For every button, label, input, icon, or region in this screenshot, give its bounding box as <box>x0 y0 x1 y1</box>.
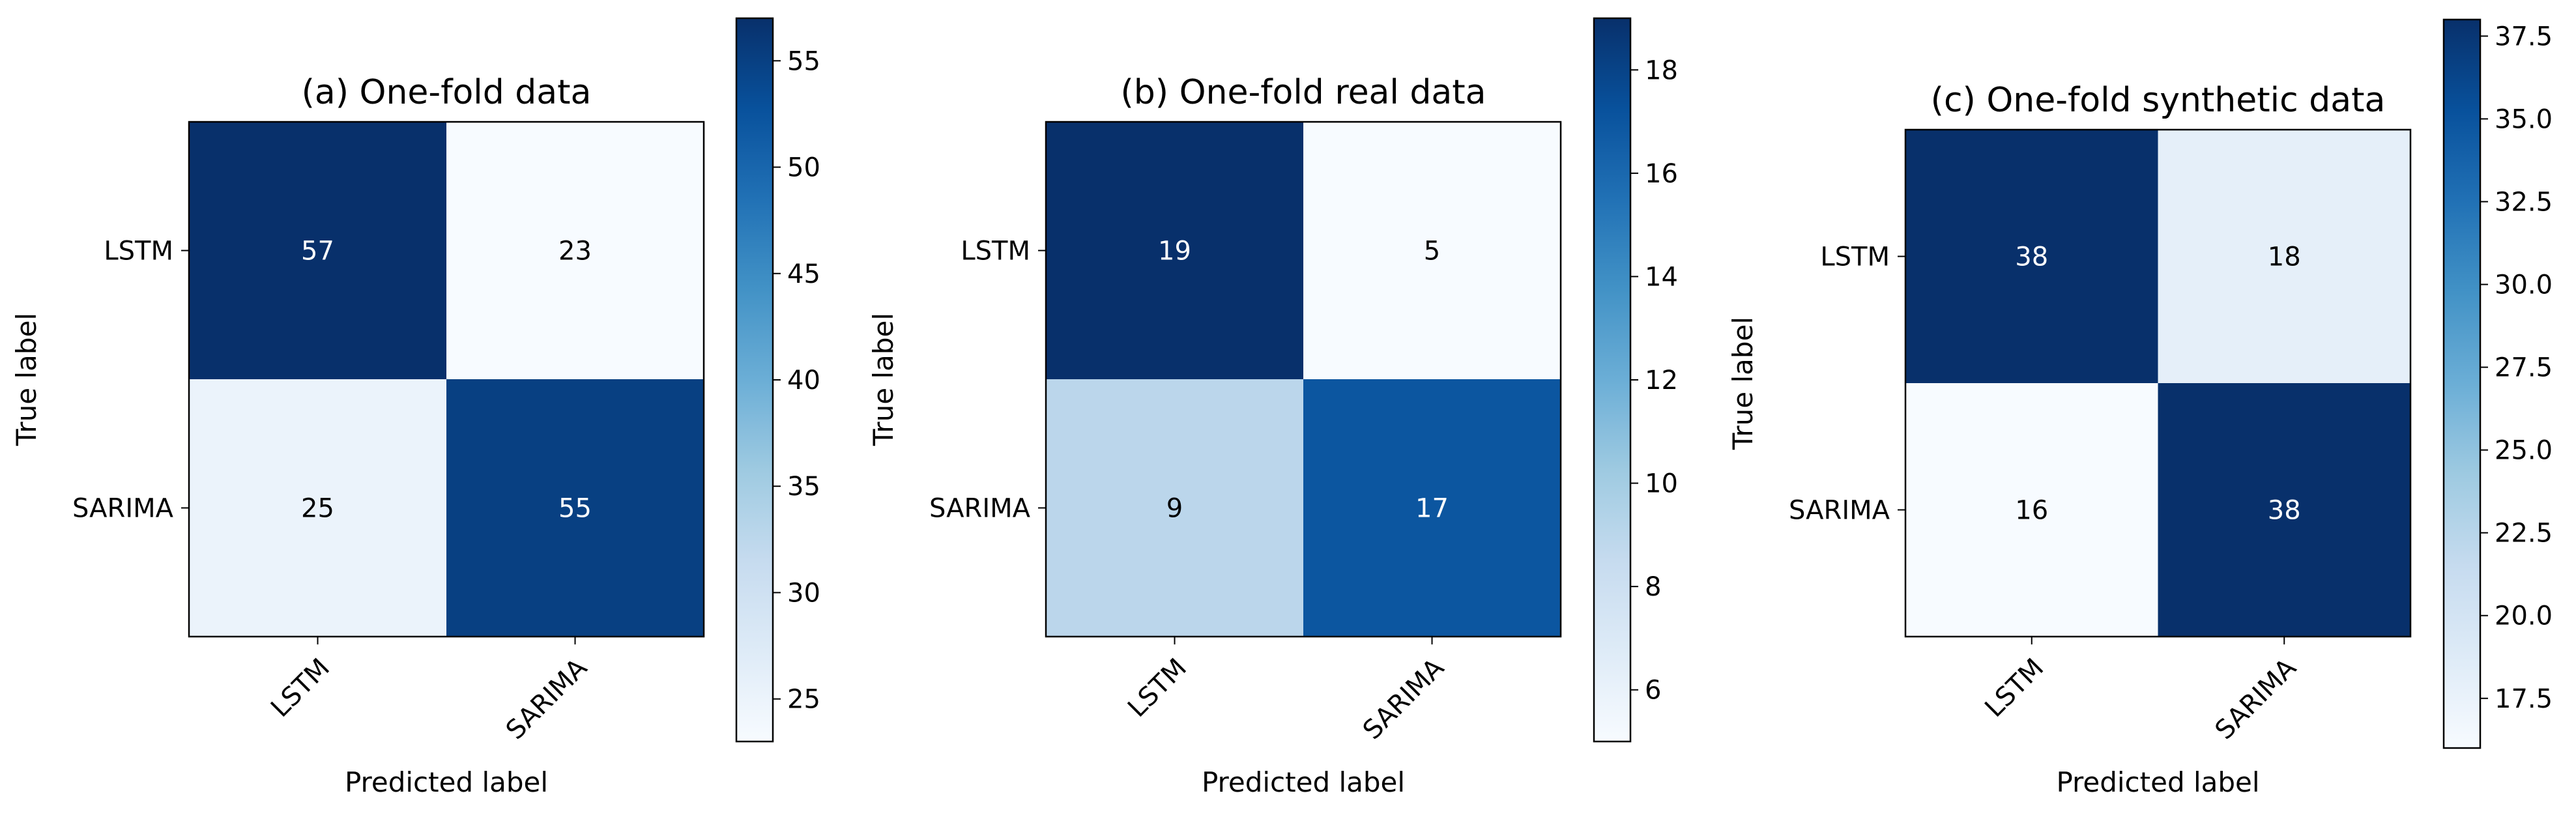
colorbar-tick-label: 45 <box>787 259 820 289</box>
matrix-cell <box>1303 122 1561 380</box>
colorbar-tick-label: 27.5 <box>2495 353 2553 383</box>
colorbar-tick-label: 35 <box>787 472 820 502</box>
axes-frame <box>1045 121 1562 638</box>
cell-value-label: 38 <box>2015 242 2048 272</box>
colorbar-tick-label: 17.5 <box>2495 684 2553 714</box>
x-axis-label: Predicted label <box>345 766 548 798</box>
colorbar-tick-label: 40 <box>787 366 820 396</box>
cell-value-label: 16 <box>2015 496 2048 526</box>
x-tick-label: LSTM <box>1122 653 1193 723</box>
cell-value-label: 19 <box>1158 237 1191 266</box>
matrix-cell <box>189 379 447 637</box>
colorbar-tick-label: 22.5 <box>2495 519 2553 549</box>
colorbar-tick-label: 37.5 <box>2495 22 2553 51</box>
colorbar-tick-label: 30.0 <box>2495 270 2553 300</box>
cell-value-label: 25 <box>301 494 334 524</box>
colorbar-tick-label: 20.0 <box>2495 601 2553 631</box>
chart-title: (a) One-fold data <box>302 73 592 112</box>
x-axis-label: Predicted label <box>2056 766 2259 798</box>
colorbar-tick-label: 6 <box>1645 676 1661 706</box>
confusion-matrix-panel: 38 18 16 38 (c) One-fold synthetic data LSTM S… <box>1727 18 2553 798</box>
y-tick-label: LSTM <box>961 237 1030 266</box>
colorbar-tick-label: 25 <box>787 685 820 715</box>
matrix-cell <box>446 379 704 637</box>
y-tick-label: SARIMA <box>1789 496 1890 526</box>
x-tick-label: SARIMA <box>2210 652 2303 745</box>
matrix-cell <box>1046 122 1304 380</box>
y-tick-label: SARIMA <box>72 494 174 524</box>
colorbar-tick-label: 35.0 <box>2495 104 2553 134</box>
confusion-matrix-panel: 57 23 25 55 (a) One-fold data LSTM SARIMA LSTM S… <box>10 17 820 798</box>
matrix-cell <box>2158 130 2411 384</box>
axes-frame <box>1904 128 2412 638</box>
matrix-cell <box>2158 383 2411 637</box>
y-tick-label: SARIMA <box>929 494 1031 524</box>
x-tick-label: SARIMA <box>500 652 594 745</box>
colorbar-tick-label: 18 <box>1645 55 1678 85</box>
x-axis-label: Predicted label <box>1202 766 1405 798</box>
x-tick-label: LSTM <box>1979 653 2049 723</box>
matrix-cell <box>1905 383 2158 637</box>
chart-title: (c) One-fold synthetic data <box>1931 81 2386 120</box>
chart-title: (b) One-fold real data <box>1120 73 1486 112</box>
colorbar-tick-label: 16 <box>1645 159 1678 189</box>
y-axis-label: True label <box>10 313 42 446</box>
matrix-cell <box>1303 379 1561 637</box>
colorbar <box>735 17 774 743</box>
y-axis-label: True label <box>867 313 899 446</box>
colorbar-tick-label: 14 <box>1645 262 1678 292</box>
axes-frame <box>188 121 705 638</box>
cell-value-label: 17 <box>1415 494 1449 524</box>
matrix-cell <box>1905 130 2158 384</box>
cell-value-label: 5 <box>1424 237 1440 266</box>
matrix-cell <box>189 122 447 380</box>
matrix-cell <box>1046 379 1304 637</box>
colorbar-tick-label: 30 <box>787 578 820 608</box>
colorbar-tick-label: 55 <box>787 46 820 76</box>
y-axis-label: True label <box>1727 317 1759 450</box>
y-tick-label: LSTM <box>1820 242 1890 272</box>
colorbar-tick-label: 8 <box>1645 572 1661 602</box>
colorbar-tick-label: 50 <box>787 153 820 183</box>
cell-value-label: 38 <box>2268 496 2301 526</box>
confusion-matrix-panel: 19 5 9 17 (b) One-fold real data LSTM SARIMA LS… <box>867 17 1678 798</box>
cell-value-label: 57 <box>301 237 334 266</box>
colorbar <box>2442 18 2482 749</box>
colorbar-tick-label: 10 <box>1645 469 1678 499</box>
cell-value-label: 23 <box>558 237 592 266</box>
colorbar-tick-label: 25.0 <box>2495 436 2553 466</box>
cell-value-label: 18 <box>2268 242 2301 272</box>
cell-value-label: 9 <box>1166 494 1183 524</box>
colorbar <box>1593 17 1632 743</box>
colorbar-tick-label: 12 <box>1645 366 1678 396</box>
matrix-cell <box>446 122 704 380</box>
colorbar-tick-label: 32.5 <box>2495 188 2553 218</box>
x-tick-label: SARIMA <box>1357 652 1451 745</box>
y-tick-label: LSTM <box>104 237 173 266</box>
cell-value-label: 55 <box>558 494 592 524</box>
x-tick-label: LSTM <box>265 653 336 723</box>
